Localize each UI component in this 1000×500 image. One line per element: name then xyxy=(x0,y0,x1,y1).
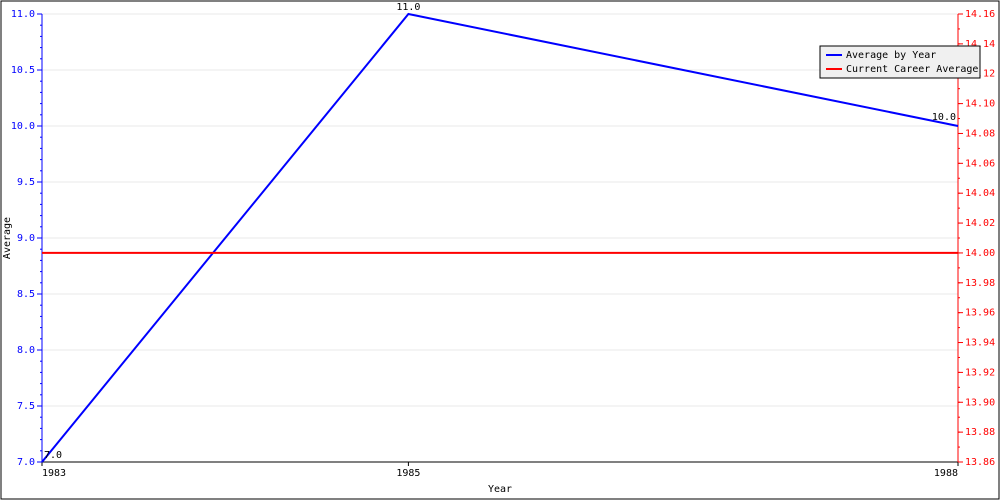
legend-label: Current Career Average xyxy=(846,64,978,75)
legend-label: Average by Year xyxy=(846,50,936,61)
chart-svg: 1983 1985 1988 Year 7.0 7.5 8.0 8.5 9.0 9.5 10.0 10… xyxy=(0,0,1000,500)
y-right-tick-label: 14.06 xyxy=(965,158,995,169)
x-tick-label: 1985 xyxy=(396,468,420,479)
y-left-tick-label: 9.0 xyxy=(17,233,35,244)
y-right-tick-label: 13.96 xyxy=(965,308,995,319)
y-right-tick-label: 13.94 xyxy=(965,338,995,349)
x-axis-label: Year xyxy=(488,484,512,495)
data-label: 11.0 xyxy=(396,2,420,13)
y-right-tick-label: 13.90 xyxy=(965,397,995,408)
y-left-tick-label: 10.5 xyxy=(11,65,35,76)
x-tick-label: 1983 xyxy=(42,468,66,479)
y-axis-left-label: Average xyxy=(2,217,13,259)
chart-container: 1983 1985 1988 Year 7.0 7.5 8.0 8.5 9.0 9.5 10.0 10… xyxy=(0,0,1000,500)
y-right-tick-label: 13.86 xyxy=(965,457,995,468)
y-right-tick-label: 14.16 xyxy=(965,9,995,20)
y-right-tick-label: 14.08 xyxy=(965,128,995,139)
y-right-tick-label: 13.88 xyxy=(965,427,995,438)
data-label: 7.0 xyxy=(44,450,62,461)
y-left-tick-label: 8.5 xyxy=(17,289,35,300)
y-left-tick-label: 7.5 xyxy=(17,401,35,412)
y-right-tick-label: 14.00 xyxy=(965,248,995,259)
y-right-tick-label: 14.10 xyxy=(965,99,995,110)
y-left-tick-label: 8.0 xyxy=(17,345,35,356)
y-left-tick-label: 9.5 xyxy=(17,177,35,188)
y-left-tick-label: 11.0 xyxy=(11,9,35,20)
y-right-tick-label: 14.02 xyxy=(965,218,995,229)
y-left-tick-label: 10.0 xyxy=(11,121,35,132)
y-right-tick-label: 13.98 xyxy=(965,278,995,289)
y-left-tick-label: 7.0 xyxy=(17,457,35,468)
data-label: 10.0 xyxy=(932,112,956,123)
x-tick-label: 1988 xyxy=(934,468,958,479)
y-right-tick-label: 14.04 xyxy=(965,188,995,199)
y-right-tick-label: 13.92 xyxy=(965,367,995,378)
